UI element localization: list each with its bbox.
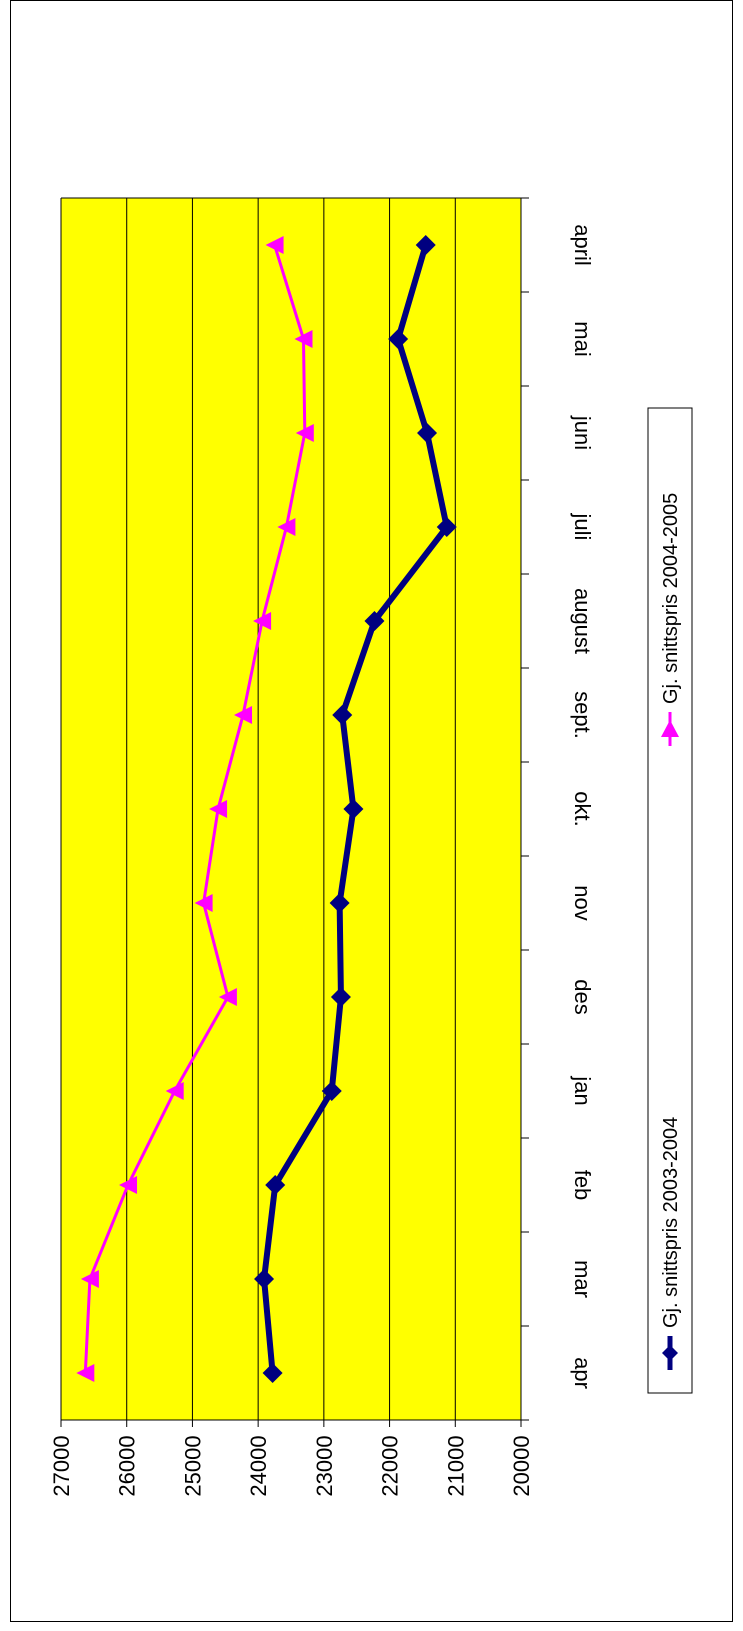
data-point-marker xyxy=(277,518,296,536)
category-tick-label: juli xyxy=(570,513,595,541)
category-tick-label: des xyxy=(570,979,595,1014)
legend: Gj. snittspris 2003-2004 Gj. snittspris … xyxy=(647,407,693,1394)
category-tick-label: august xyxy=(570,588,595,654)
data-point-marker xyxy=(254,1269,275,1289)
category-tick-label: mai xyxy=(570,321,595,356)
data-point-marker xyxy=(253,612,272,630)
value-tick-label: 21000 xyxy=(443,1435,468,1496)
value-tick-label: 22000 xyxy=(378,1435,403,1496)
value-tick-label: 25000 xyxy=(180,1435,205,1496)
data-point-marker xyxy=(265,236,284,254)
data-point-marker xyxy=(218,988,237,1006)
data-point-marker xyxy=(76,1364,95,1382)
category-tick-label: okt. xyxy=(570,791,595,826)
plot-area-group: 20000 21000 22000 23000 24000 25000 26000 27000… xyxy=(49,197,595,1497)
data-point-marker xyxy=(388,329,409,349)
data-point-marker xyxy=(330,987,351,1007)
legend-marker xyxy=(661,720,679,737)
data-point-marker xyxy=(295,424,314,442)
data-point-marker xyxy=(119,1176,138,1194)
category-tick-label: apr xyxy=(570,1357,595,1389)
legend-label: Gj. snittspris 2004-2005 xyxy=(660,493,682,704)
legend-marker xyxy=(662,1345,678,1361)
data-point-marker xyxy=(165,1082,184,1100)
data-point-marker xyxy=(80,1270,99,1288)
category-tick-label: sept. xyxy=(570,691,595,739)
data-point-marker xyxy=(209,800,228,818)
legend-label: Gj. snittspris 2003-2004 xyxy=(660,1117,682,1328)
legend-box xyxy=(647,407,693,1394)
value-tick-label: 24000 xyxy=(246,1435,271,1496)
category-tick-label: april xyxy=(570,224,595,266)
data-point-marker xyxy=(262,1363,283,1383)
data-point-marker xyxy=(234,706,253,724)
data-point-marker xyxy=(436,517,457,537)
data-point-marker xyxy=(364,611,385,631)
data-point-marker xyxy=(417,423,438,443)
value-tick-label: 26000 xyxy=(115,1435,140,1496)
category-tick-label: nov xyxy=(570,885,595,920)
value-tick-label: 23000 xyxy=(312,1435,337,1496)
category-tick-label: jan xyxy=(570,1075,595,1105)
plot-background xyxy=(61,198,521,1420)
value-tick-label: 20000 xyxy=(509,1435,534,1496)
category-tick-label: feb xyxy=(570,1170,595,1201)
legend-item: Gj. snittspris 2004-2005 xyxy=(660,493,682,746)
data-point-marker xyxy=(294,330,313,348)
category-tick-label: juni xyxy=(570,415,595,450)
data-point-marker xyxy=(265,1175,286,1195)
data-point-marker xyxy=(329,893,350,913)
data-point-marker xyxy=(194,894,213,912)
data-point-marker xyxy=(321,1081,342,1101)
data-point-marker xyxy=(343,799,364,819)
legend-item: Gj. snittspris 2003-2004 xyxy=(660,1117,682,1370)
value-tick-label: 27000 xyxy=(49,1435,74,1496)
data-point-marker xyxy=(415,235,436,255)
data-point-marker xyxy=(332,705,353,725)
category-tick-label: mar xyxy=(570,1260,595,1298)
